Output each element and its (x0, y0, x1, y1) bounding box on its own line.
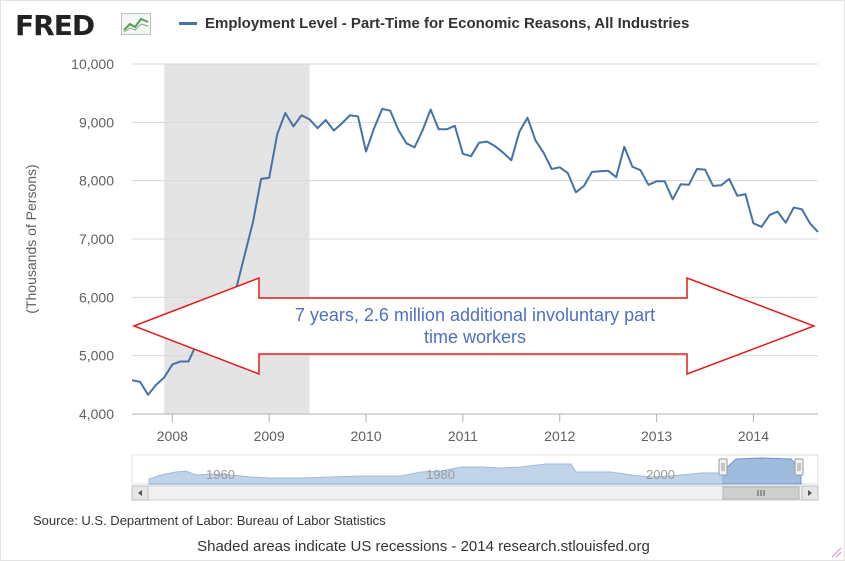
legend-label: Employment Level - Part-Time for Economi… (205, 15, 690, 32)
navigator-handle[interactable] (718, 458, 728, 476)
legend-swatch (179, 22, 197, 25)
navigator-year-label: 1980 (426, 467, 455, 482)
navigator-handle[interactable] (794, 458, 804, 476)
x-tick-label: 2008 (157, 428, 188, 444)
fred-logo[interactable]: FRED (15, 9, 95, 42)
series-line[interactable] (131, 107, 819, 396)
resize-grip-icon[interactable] (830, 546, 842, 558)
y-tick-label: 7,000 (79, 231, 114, 247)
x-tick-label: 2014 (738, 428, 769, 444)
navigator-year-label: 2000 (646, 467, 675, 482)
y-tick-label: 6,000 (79, 289, 114, 305)
y-tick-label: 5,000 (79, 348, 114, 364)
y-tick-label: 4,000 (79, 406, 114, 422)
scroll-left-arrow-icon (138, 490, 142, 496)
scroll-right-arrow-icon (808, 490, 812, 496)
chart-legend[interactable]: Employment Level - Part-Time for Economi… (179, 15, 689, 32)
navigator-year-label: 1960 (206, 467, 235, 482)
source-note: Source: U.S. Department of Labor: Bureau… (33, 513, 386, 528)
x-tick-label: 2013 (641, 428, 672, 444)
scrollbar-track[interactable] (131, 485, 819, 501)
recession-footnote: Shaded areas indicate US recessions - 20… (197, 538, 650, 555)
navigator-series-area (148, 457, 802, 485)
x-tick-label: 2011 (448, 428, 478, 444)
x-tick-label: 2012 (544, 428, 575, 444)
y-axis-title: (Thousands of Persons) (23, 164, 39, 313)
line-chart[interactable]: 4,000 5,000 6,000 7,000 8,000 9,000 10,000 2008… (1, 1, 845, 511)
navigator-mask (132, 455, 722, 484)
y-tick-label: 8,000 (79, 173, 114, 189)
annotation-text: 7 years, 2.6 million additional involunt… (295, 305, 655, 325)
annotation-text: time workers (424, 327, 526, 347)
x-tick-label: 2010 (350, 428, 381, 444)
y-tick-label: 10,000 (71, 56, 114, 72)
x-tick-label: 2009 (254, 428, 285, 444)
y-tick-label: 9,000 (79, 114, 114, 130)
trend-line-icon (121, 13, 151, 35)
double-arrow-annotation (131, 276, 817, 376)
